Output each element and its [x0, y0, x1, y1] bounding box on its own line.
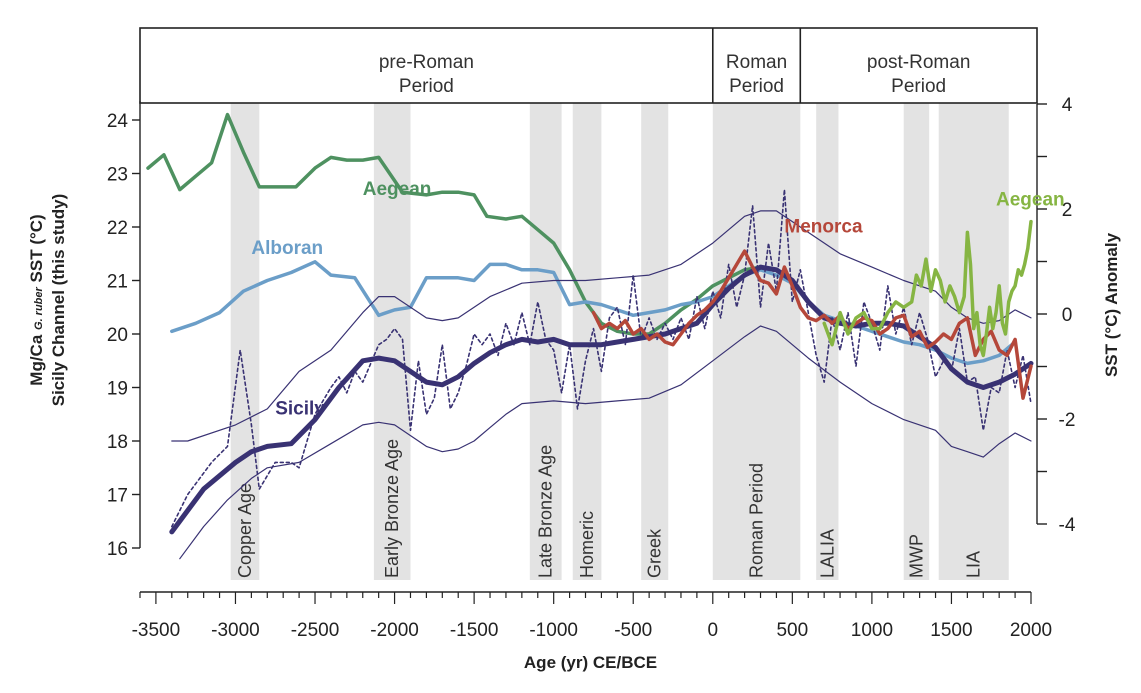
period-label-0-line2: Period [399, 76, 454, 97]
x-tick-label-4: -1500 [450, 620, 499, 641]
x-axis-title: Age (yr) CE/BCE [524, 653, 657, 672]
y-right-tick-label-4: 4 [1062, 95, 1073, 116]
y-left-axis-title-line1: Mg/Ca G. ruber SST (°C) [27, 214, 46, 385]
band-label-2: Late Bronze Age [536, 445, 556, 578]
period-header: pre-Roman Period Roman Period post-Roman Peri… [139, 27, 1038, 104]
y-left-tick-label-0: 16 [107, 539, 128, 560]
x-tick-label-11: 2000 [1010, 620, 1052, 641]
series-line-2 [169, 264, 1034, 535]
period-header-box [139, 27, 1038, 104]
series-line-7 [822, 219, 1033, 358]
highlight-bands: Copper Age Early Bronze Age Late Bronze Ag… [230, 103, 1009, 580]
period-label-0-line1: pre-Roman [379, 52, 474, 73]
x-tick-label-6: -500 [614, 620, 652, 641]
band-label-4: Greek [645, 528, 665, 578]
x-tick-label-3: -2000 [370, 620, 419, 641]
band-0 [230, 103, 260, 580]
band-label-3: Homeric [577, 511, 597, 578]
y-left-tick-label-6: 22 [107, 218, 128, 239]
y-left-tick-label-5: 21 [107, 272, 128, 293]
band-label-8: LIA [964, 551, 984, 578]
band-label-0: Copper Age [235, 483, 255, 578]
y-right-tick-label-0: -4 [1059, 515, 1076, 536]
band-3 [572, 103, 602, 580]
y-left-tick-label-7: 23 [107, 165, 128, 186]
x-tick-label-9: 1000 [851, 620, 893, 641]
series-line-0 [146, 112, 763, 336]
period-label-1-line1: Roman [726, 52, 787, 73]
y-left-tick-label-8: 24 [107, 111, 129, 132]
x-tick-label-1: -3000 [211, 620, 260, 641]
band-label-6: LALIA [817, 529, 837, 578]
series-label-2: Sicily [275, 398, 325, 419]
band-label-5: Roman Period [747, 463, 767, 578]
period-label-1-line2: Period [729, 76, 784, 97]
series-labels: Aegean Alboran Sicily Menorca Aegean [251, 179, 1064, 419]
series-label-0: Aegean [363, 179, 432, 200]
x-tick-label-5: -1000 [529, 620, 578, 641]
series-label-1: Alboran [251, 238, 323, 259]
period-label-2-line2: Period [891, 76, 946, 97]
series-line-3 [171, 210, 1032, 442]
x-tick-label-2: -2500 [291, 620, 340, 641]
y-right-tick-label-1: -2 [1059, 410, 1076, 431]
x-tick-label-7: 0 [707, 620, 718, 641]
y-right-tick-label-3: 2 [1062, 200, 1073, 221]
band-label-7: MWP [906, 534, 926, 578]
y-right-axis-title: SST (°C) Anomaly [1102, 232, 1121, 377]
period-label-2-line1: post-Roman [867, 52, 971, 73]
band-6 [816, 103, 839, 580]
series-line-4 [179, 325, 1032, 560]
y-left-tick-label-1: 17 [107, 486, 128, 507]
series-lines [146, 112, 1034, 560]
y-left-tick-label-3: 19 [107, 379, 128, 400]
y-right-tick-label-2: 0 [1062, 305, 1073, 326]
y-left-tick-label-4: 20 [107, 325, 128, 346]
series-line-1 [170, 260, 1017, 366]
band-5 [712, 103, 801, 580]
axis-titles: Age (yr) CE/BCE Mg/Ca G. ruber SST (°C) … [27, 194, 1121, 672]
series-label-6: Menorca [784, 216, 863, 237]
x-tick-label-0: -3500 [132, 620, 181, 641]
x-tick-label-8: 500 [776, 620, 808, 641]
band-1 [373, 103, 411, 580]
series-line-6 [591, 249, 1033, 400]
y-left-tick-label-2: 18 [107, 432, 128, 453]
x-tick-label-10: 1500 [930, 620, 972, 641]
y-left-axis-title-line2: Sicily Channel (this study) [49, 194, 68, 407]
series-label-7: Aegean [996, 190, 1065, 211]
band-label-1: Early Bronze Age [382, 439, 402, 578]
